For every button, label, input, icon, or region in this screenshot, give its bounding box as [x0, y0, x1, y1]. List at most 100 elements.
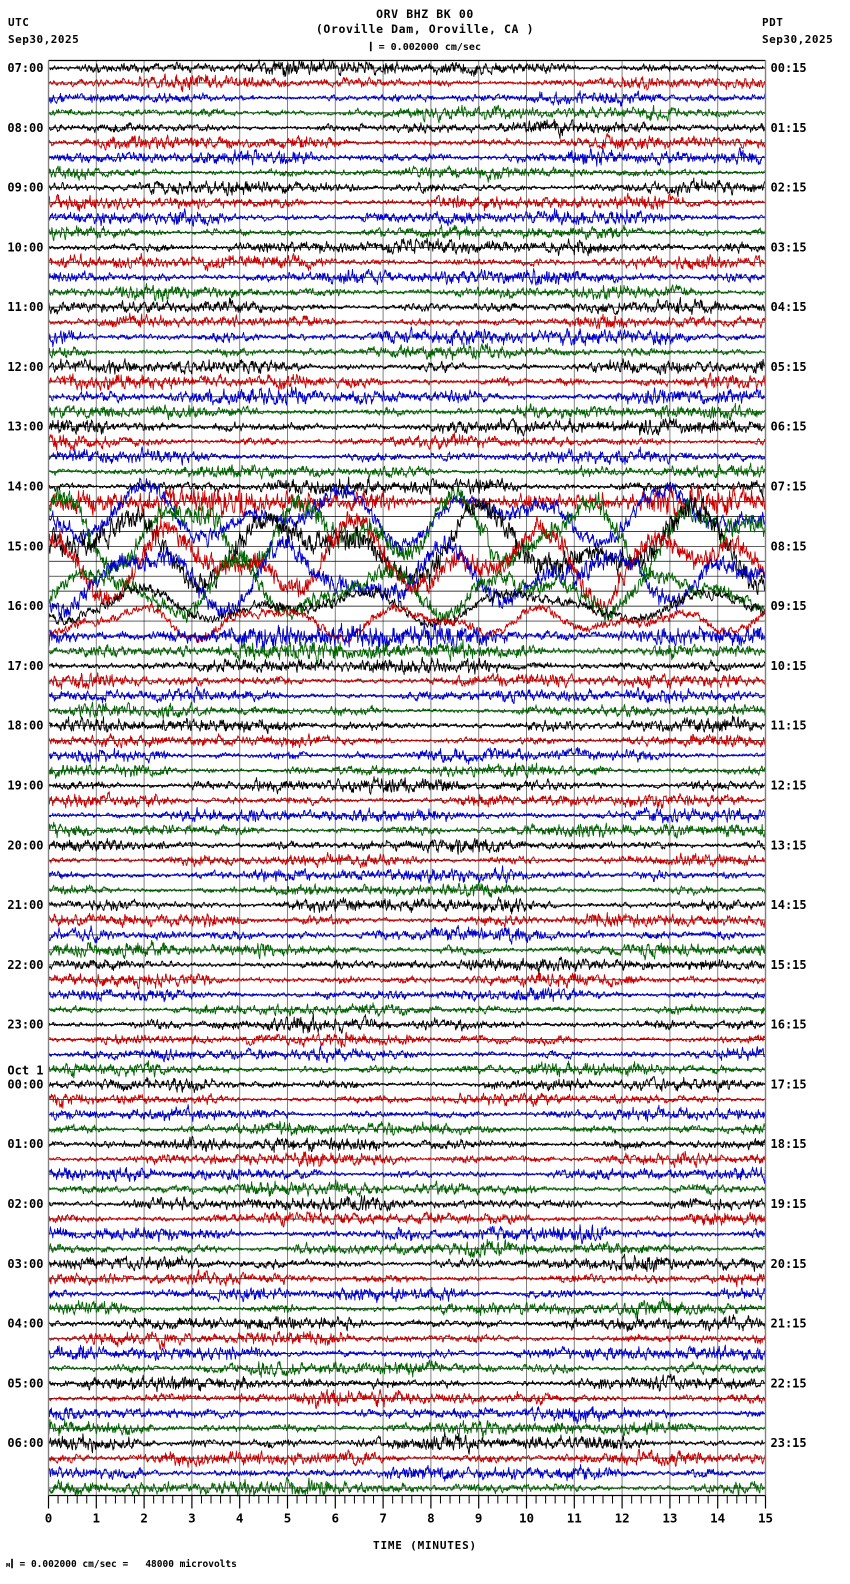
right-hour-label: 12:15: [771, 778, 807, 792]
ibeam-scale-icon-footer: Ⅰ: [10, 1557, 14, 1571]
seismic-trace: [48, 821, 766, 839]
seismic-trace: [48, 104, 766, 124]
seismic-trace: [48, 639, 766, 666]
left-hour-label: 01:00: [7, 1137, 43, 1151]
seismic-trace: [48, 1464, 766, 1482]
x-axis-tick-label: 6: [332, 1511, 340, 1526]
seismic-trace: [48, 1330, 766, 1350]
left-hour-label: 05:00: [7, 1376, 43, 1390]
right-hour-label: 14:15: [771, 898, 807, 912]
right-hour-label: 07:15: [771, 480, 807, 494]
left-hour-label: 18:00: [7, 719, 43, 733]
seismic-trace: [48, 1238, 766, 1258]
ibeam-scale-icon: Ⅰ: [369, 40, 373, 54]
right-hour-label: 23:15: [771, 1436, 807, 1450]
seismic-trace: [48, 237, 766, 257]
seismic-trace: [48, 90, 766, 107]
pdt-date-label: Sep30,2025: [762, 33, 834, 46]
seismic-trace: [48, 118, 766, 139]
seismic-trace: [48, 656, 766, 676]
right-hour-label: 21:15: [771, 1317, 807, 1331]
seismic-trace: [48, 865, 766, 884]
left-hour-label: 21:00: [7, 898, 43, 912]
station-title: ORV BHZ BK 00: [376, 7, 474, 21]
right-hour-label: 11:15: [771, 719, 807, 733]
seismic-trace: [48, 912, 766, 928]
seismic-trace: [48, 462, 766, 480]
seismic-trace: [48, 1166, 766, 1184]
seismic-trace: [48, 939, 766, 961]
x-axis-tick-label: 1: [93, 1511, 101, 1526]
x-axis-tick-label: 13: [662, 1511, 677, 1526]
seismic-trace: [48, 1150, 766, 1169]
seismic-trace: [48, 956, 766, 976]
x-axis-tick-label: 11: [567, 1511, 582, 1526]
seismic-trace: [48, 583, 766, 628]
date-marker-label: Oct 1: [7, 1063, 43, 1077]
seismic-trace: [48, 1013, 766, 1034]
seismic-trace: [48, 1195, 766, 1213]
station-location: (Oroville Dam, Oroville, CA ): [315, 22, 535, 36]
x-axis-tick-label: 0: [45, 1511, 53, 1526]
seismic-trace: [48, 881, 766, 898]
seismic-trace: [48, 1120, 766, 1136]
utc-timezone-label: UTC: [8, 16, 30, 29]
x-axis-tick-label: 9: [475, 1511, 483, 1526]
x-axis-tick-label: 12: [615, 1511, 630, 1526]
left-hour-label: 16:00: [7, 599, 43, 613]
right-hour-label: 10:15: [771, 659, 807, 673]
x-axis-title: TIME (MINUTES): [373, 1539, 477, 1552]
seismic-trace: [48, 312, 766, 330]
seismic-trace: [48, 58, 766, 77]
right-hour-label: 06:15: [771, 420, 807, 434]
x-axis-tick-label: 10: [519, 1511, 534, 1526]
left-hour-label: 06:00: [7, 1436, 43, 1450]
seismic-trace: [48, 972, 766, 990]
seismic-trace: [48, 924, 766, 945]
right-hour-label: 09:15: [771, 599, 807, 613]
left-hour-label: 12:00: [7, 360, 43, 374]
seismic-trace: [48, 192, 766, 212]
x-axis-tick-label: 2: [140, 1511, 148, 1526]
seismic-trace: [48, 372, 766, 392]
seismic-trace: [48, 207, 766, 227]
right-hour-label: 13:15: [771, 838, 807, 852]
seismic-trace: [48, 535, 766, 621]
seismic-trace: [48, 1419, 766, 1439]
utc-date-label: Sep30,2025: [8, 33, 80, 46]
seismic-trace: [48, 1031, 766, 1048]
seismic-trace: [48, 1104, 766, 1122]
seismic-trace: [48, 622, 766, 654]
left-hour-label: 17:00: [7, 659, 43, 673]
seismic-trace: [48, 701, 766, 720]
seismic-trace: [48, 147, 766, 167]
seismic-trace: [48, 987, 766, 1003]
left-hour-label: 04:00: [7, 1317, 43, 1331]
left-hour-label: 19:00: [7, 778, 43, 792]
seismic-trace: [48, 686, 766, 704]
seismic-trace: [48, 1359, 766, 1378]
seismic-trace: [48, 776, 766, 795]
seismic-trace: [48, 1060, 766, 1079]
seismic-trace: [48, 417, 766, 437]
left-hour-label: 20:00: [7, 838, 43, 852]
amplitude-scale-legend: Ⅰ = 0.002000 cm/sec: [0, 39, 850, 54]
footer-prefix-glyph: м: [6, 1561, 11, 1569]
seismic-trace: [48, 326, 766, 348]
seismic-trace: [48, 1075, 766, 1094]
right-hour-label: 19:15: [771, 1197, 807, 1211]
x-axis-tick-label: 15: [758, 1511, 773, 1526]
pdt-timezone-label: PDT: [762, 16, 784, 29]
seismic-trace: [48, 165, 766, 183]
seismic-trace: [48, 1092, 766, 1109]
seismic-trace: [48, 1344, 766, 1361]
seismic-trace: [48, 446, 766, 466]
seismic-trace: [48, 1135, 766, 1153]
seismic-trace: [48, 1179, 766, 1198]
left-hour-label: 08:00: [7, 121, 43, 135]
seismic-trace: [48, 485, 766, 578]
right-hour-label: 03:15: [771, 240, 807, 254]
x-axis-tick-label: 7: [379, 1511, 387, 1526]
seismic-trace: [48, 432, 766, 452]
